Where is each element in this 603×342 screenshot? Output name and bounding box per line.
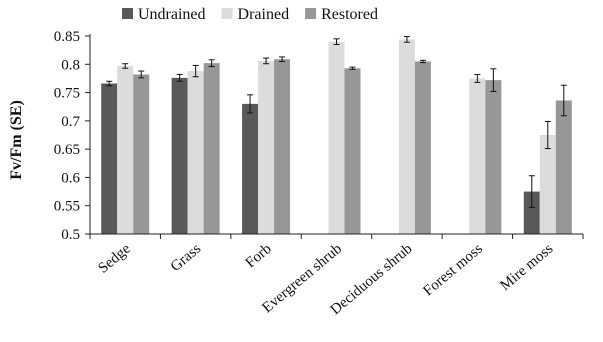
bar-drained (539, 135, 556, 234)
legend-label: Restored (321, 6, 378, 23)
bars (101, 36, 572, 235)
y-tick-label: 0.5 (61, 227, 80, 243)
bar-drained (117, 65, 134, 235)
legend-label: Undrained (138, 6, 206, 23)
bar-drained (328, 41, 345, 235)
legend-swatch (305, 8, 317, 19)
legend-swatch (122, 8, 133, 19)
x-category-label: Forest moss (420, 241, 486, 300)
legend-swatch (221, 8, 233, 19)
bar-restored (555, 100, 572, 235)
bar-restored (344, 68, 361, 234)
y-tick-label: 0.65 (54, 142, 80, 158)
bar-undrained (101, 83, 118, 235)
x-category-label: Sedge (95, 241, 134, 277)
legend-label: Drained (238, 6, 290, 23)
y-tick-label: 0.6 (61, 170, 80, 186)
bar-restored (274, 59, 291, 234)
y-tick-label: 0.8 (61, 57, 80, 73)
bar-undrained (242, 103, 259, 234)
bar-drained (398, 39, 415, 234)
y-tick-label: 0.85 (54, 29, 80, 45)
bar-drained (469, 78, 486, 234)
bar-restored (133, 74, 150, 235)
y-tick-label: 0.55 (54, 199, 80, 215)
y-tick-label: 0.7 (61, 114, 80, 130)
x-category-label: Forb (243, 241, 275, 271)
x-category-label: Mire moss (497, 241, 556, 294)
legend: Undrained Drained Restored (122, 6, 378, 23)
bar-undrained (171, 77, 188, 234)
bar-restored (203, 63, 220, 235)
bar-drained (258, 60, 275, 234)
y-tick-label: 0.75 (54, 86, 80, 102)
bar-undrained (523, 191, 540, 234)
bar-drained (187, 71, 204, 235)
x-category-label: Grass (168, 241, 205, 275)
y-axis: 0.5 0.55 0.6 0.65 0.7 0.75 0.8 0.85 (54, 29, 91, 243)
bar-restored (414, 61, 431, 235)
bar-restored (485, 80, 502, 234)
y-axis-title: Fv/Fm (SE) (8, 100, 25, 180)
